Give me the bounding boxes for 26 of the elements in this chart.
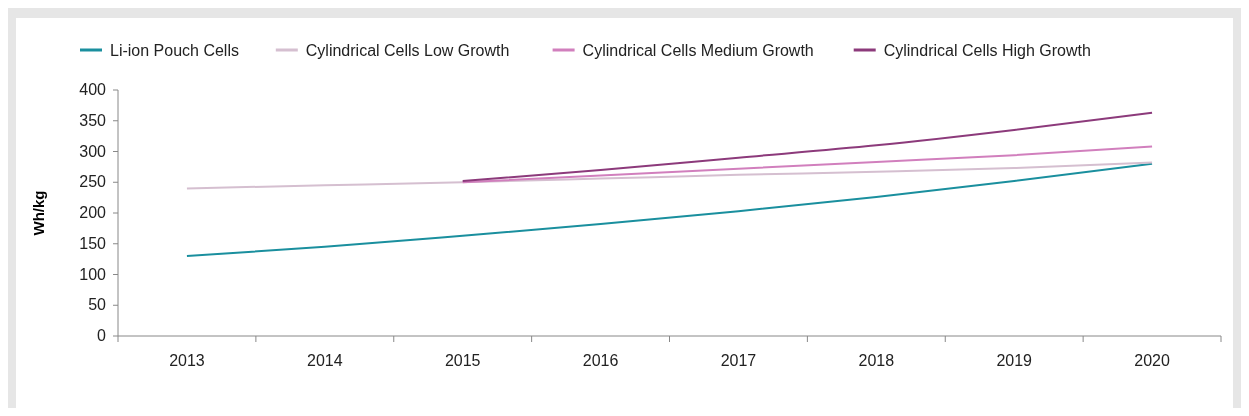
legend-label: Cylindrical Cells Low Growth	[305, 42, 510, 59]
y-tick-label: 300	[79, 142, 107, 160]
y-tick-label: 100	[79, 265, 107, 283]
line-series	[461, 145, 1154, 184]
legend-label: Li-ion Pouch Cells	[110, 42, 239, 59]
x-tick-label: 2017	[720, 352, 757, 369]
y-axis-title: Wh/kg	[30, 190, 47, 236]
line-series	[461, 111, 1154, 183]
y-tick-label: 400	[79, 81, 107, 98]
y-tick-label: 50	[88, 296, 107, 314]
x-tick-label: 2019	[996, 352, 1033, 369]
legend-label: Cylindrical Cells High Growth	[883, 42, 1091, 59]
x-tick-label: 2020	[1134, 352, 1170, 369]
y-tick-label: 0	[97, 327, 107, 344]
y-tick-label: 200	[79, 204, 107, 221]
x-tick-label: 2018	[858, 352, 895, 369]
x-tick-label: 2015	[444, 352, 481, 369]
x-tick-label: 2013	[169, 352, 205, 369]
y-tick-label: 350	[79, 111, 107, 129]
legend-label: Cylindrical Cells Medium Growth	[582, 42, 814, 59]
line-series	[185, 162, 1154, 258]
y-tick-label: 250	[79, 173, 107, 191]
x-tick-label: 2016	[582, 352, 619, 369]
x-tick-label: 2014	[307, 352, 343, 369]
y-tick-label: 150	[79, 234, 107, 252]
line-series	[185, 161, 1154, 190]
